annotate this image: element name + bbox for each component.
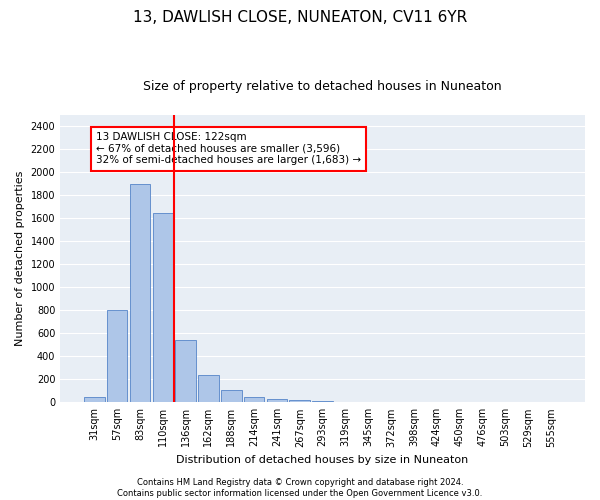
Bar — [198, 376, 219, 402]
Bar — [84, 396, 104, 402]
Bar — [107, 310, 127, 402]
Bar — [130, 184, 150, 402]
Text: 13, DAWLISH CLOSE, NUNEATON, CV11 6YR: 13, DAWLISH CLOSE, NUNEATON, CV11 6YR — [133, 10, 467, 25]
Bar — [266, 399, 287, 402]
Bar — [221, 390, 242, 402]
Bar — [313, 401, 333, 402]
X-axis label: Distribution of detached houses by size in Nuneaton: Distribution of detached houses by size … — [176, 455, 469, 465]
Bar — [152, 212, 173, 402]
Text: Contains HM Land Registry data © Crown copyright and database right 2024.
Contai: Contains HM Land Registry data © Crown c… — [118, 478, 482, 498]
Bar — [244, 396, 265, 402]
Bar — [289, 400, 310, 402]
Title: Size of property relative to detached houses in Nuneaton: Size of property relative to detached ho… — [143, 80, 502, 93]
Text: 13 DAWLISH CLOSE: 122sqm
← 67% of detached houses are smaller (3,596)
32% of sem: 13 DAWLISH CLOSE: 122sqm ← 67% of detach… — [96, 132, 361, 166]
Bar — [175, 340, 196, 402]
Y-axis label: Number of detached properties: Number of detached properties — [15, 171, 25, 346]
